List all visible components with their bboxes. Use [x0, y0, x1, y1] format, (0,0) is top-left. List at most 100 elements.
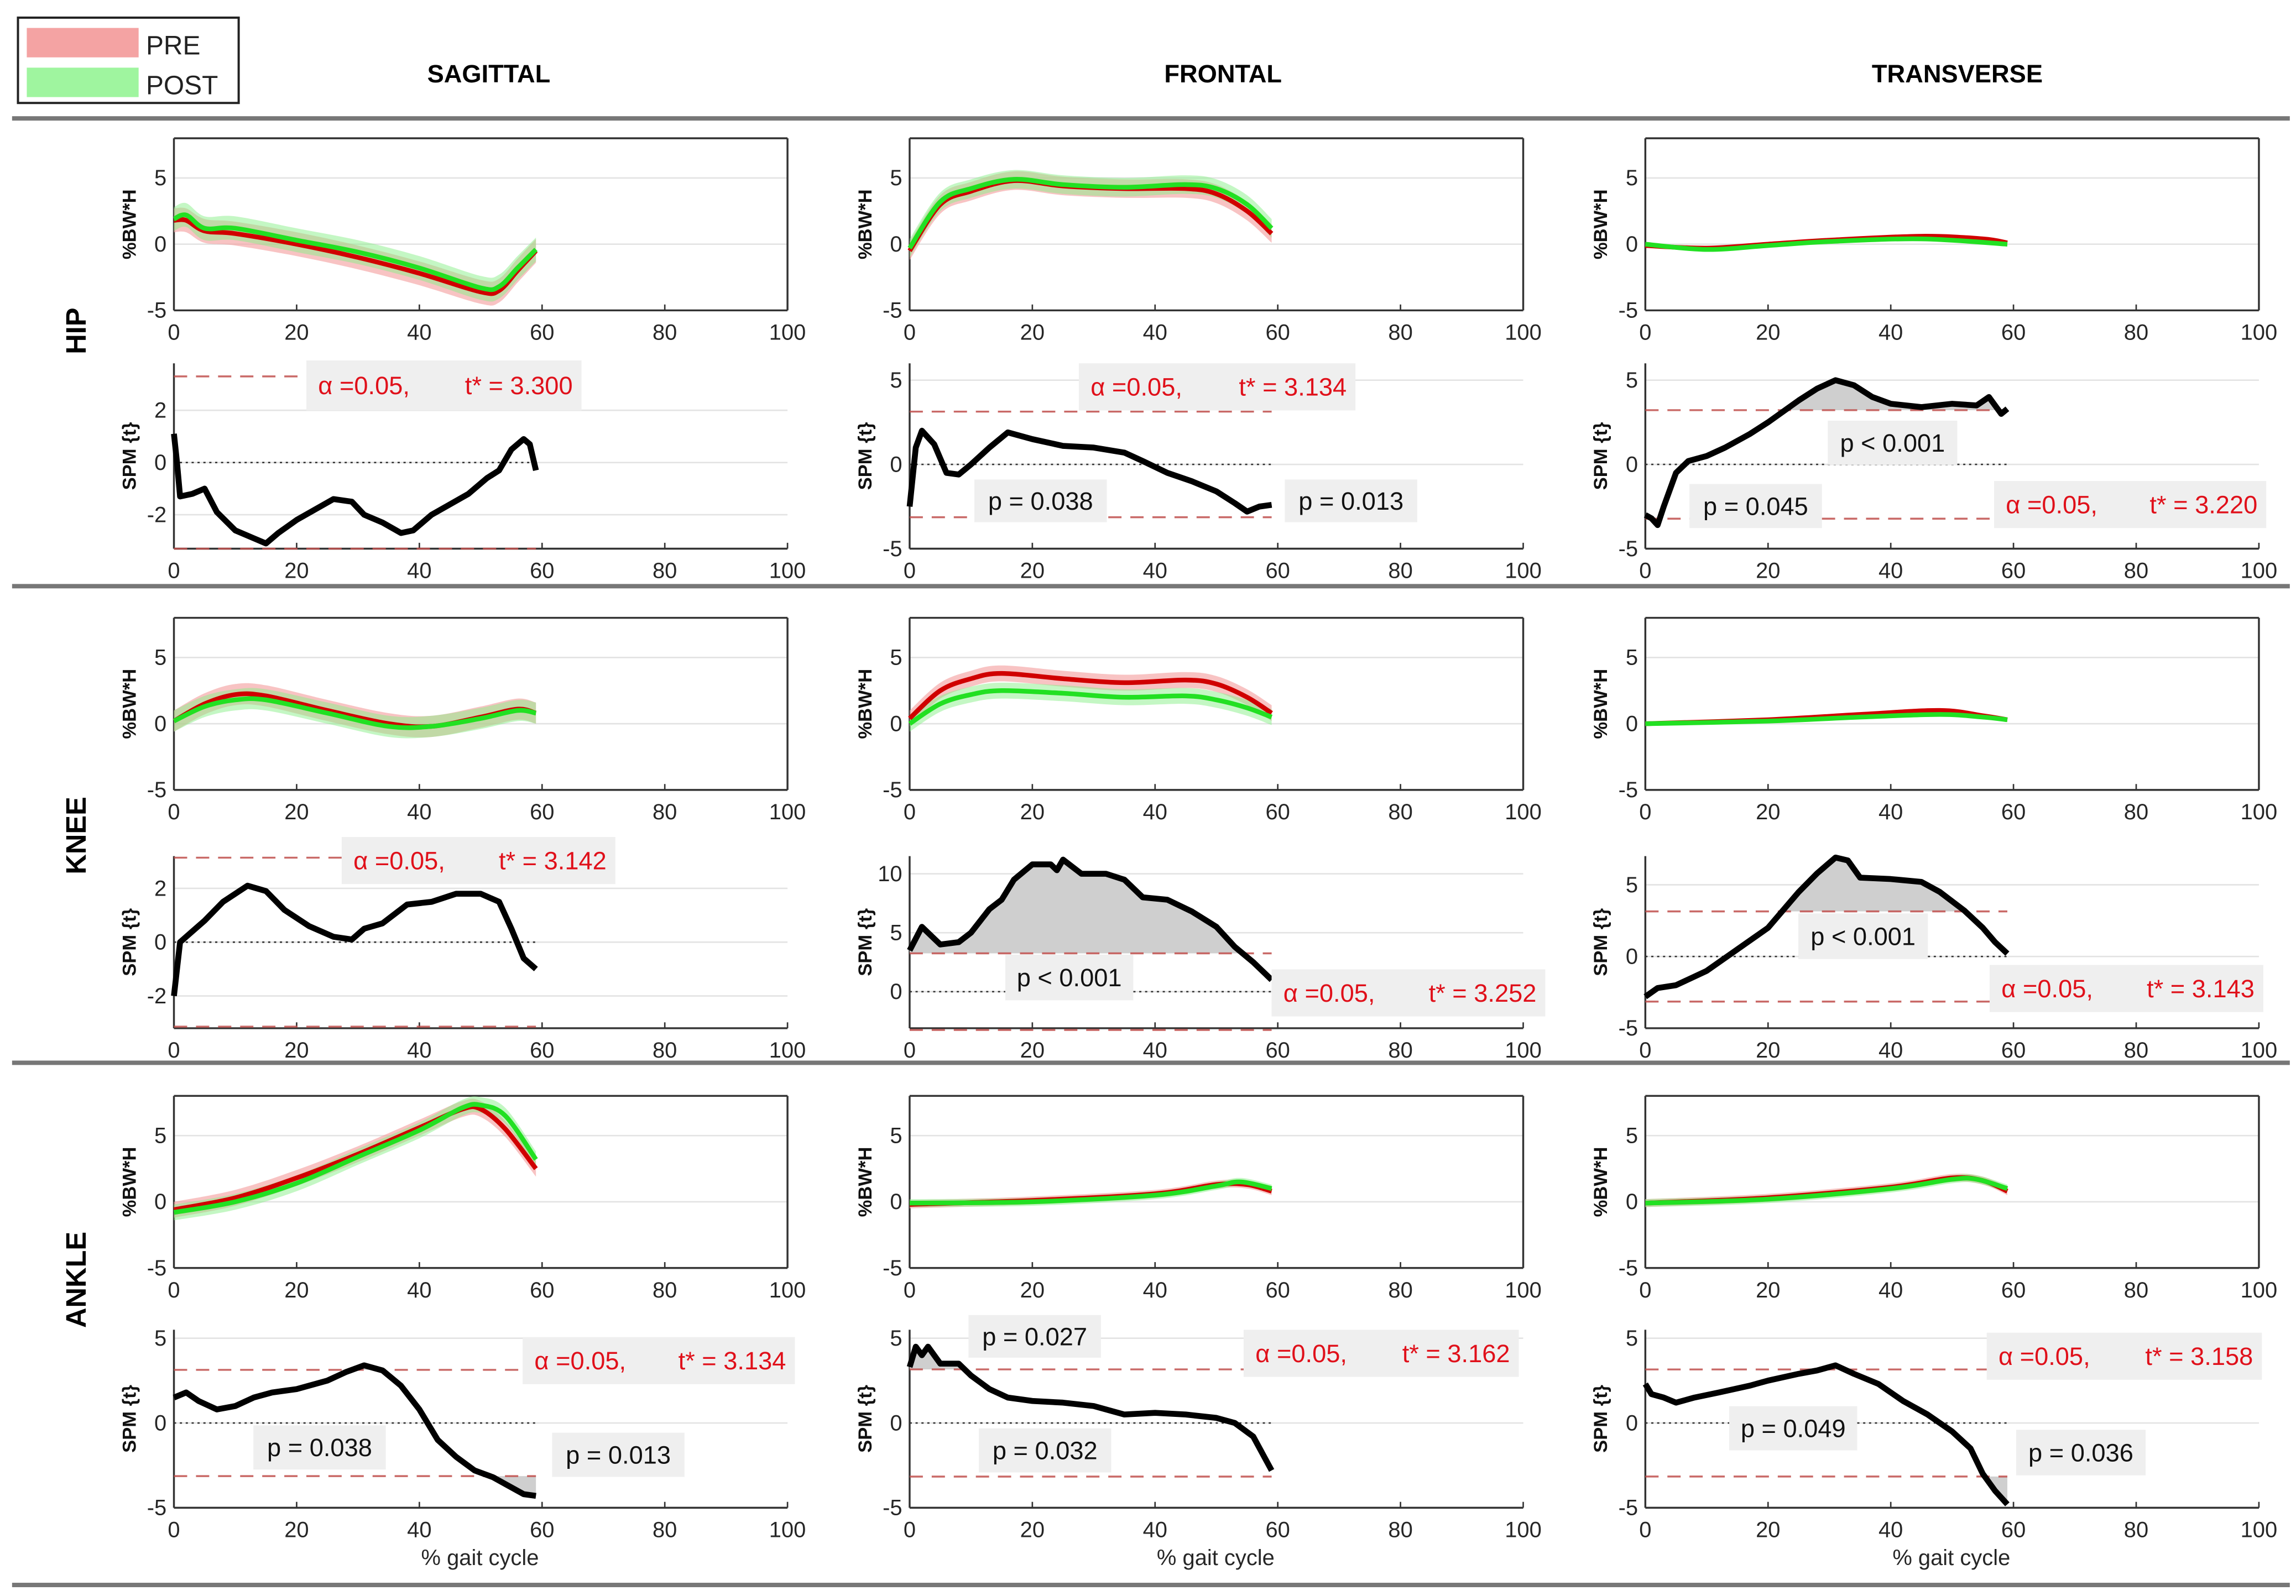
- x-tick-label: 40: [1878, 321, 1903, 345]
- annotation-box: [1994, 481, 2267, 528]
- x-tick-label: 40: [1143, 1278, 1167, 1302]
- x-tick-label: 80: [1388, 1518, 1412, 1542]
- y-tick-label: 0: [1626, 711, 1638, 736]
- x-tick-label: 100: [1505, 1518, 1542, 1542]
- x-tick-label: 0: [904, 800, 916, 824]
- post-mean-line: [1645, 1175, 2008, 1206]
- x-tick-label: 60: [2001, 1518, 2026, 1542]
- y-tick-label: 5: [154, 166, 166, 190]
- post-mean-line: [908, 688, 1273, 726]
- spm-t-curve: [907, 856, 1274, 982]
- x-tick-label: 20: [1020, 1038, 1045, 1063]
- y-axis-label: SPM {t}: [119, 908, 140, 976]
- x-tick-label: 60: [1265, 1518, 1290, 1542]
- x-tick-label: 100: [2241, 321, 2278, 345]
- y-axis-label: SPM {t}: [855, 1385, 876, 1453]
- annotation-box: [1271, 969, 1546, 1017]
- suprathreshold-cluster: [1784, 380, 1999, 410]
- x-tick-label: 80: [2124, 321, 2148, 345]
- p-value-label: p = 0.049: [1741, 1415, 1846, 1443]
- annotation-box: [1689, 484, 1822, 528]
- critical-t-label: t* = 3.300: [465, 371, 573, 400]
- x-tick-label: 20: [284, 1518, 309, 1542]
- annotation-box: [523, 1337, 795, 1384]
- y-tick-label: 5: [1626, 368, 1638, 393]
- spm-t-curve: [1642, 1362, 2010, 1506]
- x-tick-label: 100: [2241, 1278, 2278, 1302]
- x-tick-label: 80: [1388, 1278, 1412, 1302]
- y-tick-label: 5: [1626, 1326, 1638, 1351]
- x-tick-label: 40: [407, 559, 431, 583]
- y-axis-label: %BW*H: [119, 1147, 140, 1217]
- p-value-label: p = 0.032: [993, 1437, 1098, 1465]
- y-tick-label: -5: [147, 778, 166, 802]
- x-tick-label: 100: [2241, 800, 2278, 824]
- y-tick-label: -5: [1619, 299, 1638, 323]
- y-tick-label: 5: [890, 1123, 902, 1148]
- suprathreshold-cluster: [909, 859, 1243, 954]
- x-tick-label: 60: [2001, 1038, 2026, 1063]
- x-tick-label: 60: [530, 321, 554, 345]
- y-tick-label: -5: [147, 1256, 166, 1280]
- alpha-label: α =0.05,: [318, 371, 410, 400]
- p-value-annotation: p = 0.032: [979, 1428, 1112, 1473]
- threshold-annotation: α =0.05, t* = 3.220: [1994, 481, 2267, 528]
- y-tick-label: -5: [147, 299, 166, 323]
- column-title-transverse: TRANSVERSE: [1872, 60, 2043, 88]
- x-tick-label: 80: [2124, 1038, 2148, 1063]
- p-value-annotation: p = 0.038: [253, 1425, 386, 1470]
- legend: PRE POST: [17, 16, 240, 104]
- p-value-annotation: p = 0.049: [1729, 1406, 1857, 1451]
- critical-t-label: t* = 3.252: [1429, 979, 1537, 1007]
- threshold-annotation: α =0.05, t* = 3.142: [341, 837, 615, 885]
- x-tick-label: 60: [1265, 559, 1290, 583]
- x-tick-label: 100: [1505, 559, 1542, 583]
- y-tick-label: 0: [1626, 1190, 1638, 1214]
- y-axis-label: SPM {t}: [855, 908, 876, 976]
- x-tick-label: 80: [2124, 559, 2148, 583]
- y-axis-label: SPM {t}: [1590, 908, 1611, 976]
- y-tick-label: 5: [1626, 646, 1638, 670]
- critical-t-label: t* = 3.158: [2145, 1342, 2253, 1370]
- critical-t-label: t* = 3.162: [1402, 1339, 1510, 1368]
- legend-label-pre: PRE: [146, 31, 200, 60]
- post-mean-line: [173, 1102, 538, 1215]
- x-tick-label: 60: [1265, 1038, 1290, 1063]
- x-tick-label: 80: [1388, 800, 1412, 824]
- y-axis-label: %BW*H: [119, 189, 140, 259]
- x-tick-label: 20: [1756, 1038, 1780, 1063]
- x-tick-label: 0: [1639, 321, 1651, 345]
- spm-t-curve: [173, 1362, 536, 1499]
- threshold-annotation: α =0.05, t* = 3.300: [306, 360, 582, 411]
- x-tick-label: 60: [530, 1278, 554, 1302]
- y-tick-label: 5: [154, 1326, 166, 1351]
- x-tick-label: 100: [769, 800, 806, 824]
- annotation-box: [979, 1428, 1112, 1473]
- annotation-box: [1285, 479, 1417, 522]
- spm-t-curve: [171, 882, 538, 997]
- x-tick-label: 80: [2124, 1278, 2148, 1302]
- legend-swatch-post: [27, 67, 139, 97]
- suprathreshold-cluster: [1782, 857, 1965, 912]
- p-value-label: p < 0.001: [1017, 964, 1122, 992]
- threshold-annotation: α =0.05, t* = 3.134: [523, 1337, 795, 1384]
- x-tick-label: 40: [1143, 1518, 1167, 1542]
- x-tick-label: 40: [1143, 559, 1167, 583]
- y-tick-label: 10: [878, 862, 902, 886]
- x-tick-label: 100: [1505, 800, 1542, 824]
- post-mean-line: [907, 177, 1274, 250]
- y-tick-label: 5: [1626, 1123, 1638, 1148]
- x-tick-label: 60: [2001, 800, 2026, 824]
- x-tick-label: 100: [769, 1518, 806, 1542]
- y-tick-label: 0: [1626, 1411, 1638, 1435]
